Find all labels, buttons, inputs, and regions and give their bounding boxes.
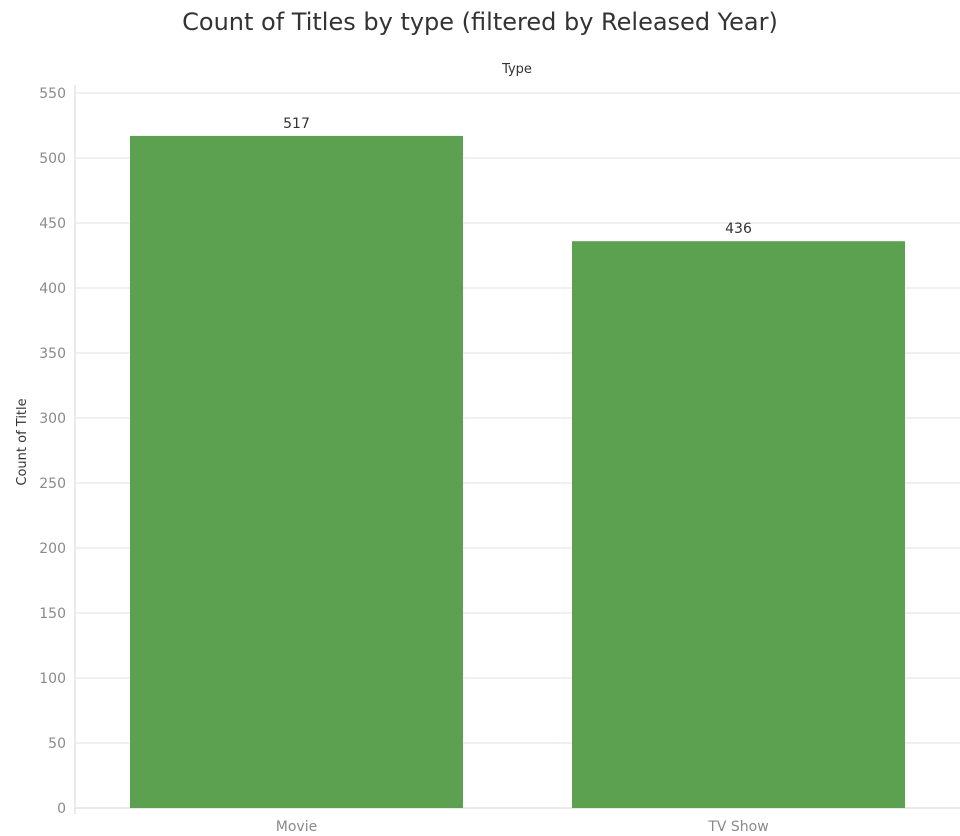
bar-movie — [130, 135, 463, 808]
y-tick-label: 200 — [39, 541, 66, 557]
column-header-label: Type — [501, 62, 532, 77]
y-tick-label: 250 — [39, 476, 66, 492]
y-tick-label: 150 — [39, 606, 66, 622]
x-axis-categories: Movie TV Show — [276, 819, 769, 835]
y-tick-label: 450 — [39, 216, 66, 232]
data-label: 436 — [725, 221, 752, 237]
data-labels: 517 436 — [283, 116, 752, 237]
x-category-label: TV Show — [707, 819, 768, 835]
y-tick-label: 100 — [39, 671, 66, 687]
x-category-label: Movie — [276, 819, 317, 835]
y-tick-label: 400 — [39, 281, 66, 297]
y-tick-label: 550 — [39, 86, 66, 102]
y-axis-ticks: 0 50 100 150 200 250 300 350 400 450 500 550 — [39, 86, 66, 817]
chart-title: Count of Titles by type (filtered by Rel… — [182, 8, 778, 36]
y-tick-label: 0 — [57, 801, 66, 817]
y-tick-label: 500 — [39, 151, 66, 167]
y-axis-title: Count of Title — [15, 398, 30, 485]
y-tick-label: 300 — [39, 411, 66, 427]
data-label: 517 — [283, 116, 310, 132]
bar-tv-show — [572, 241, 905, 808]
bars — [130, 135, 905, 808]
y-tick-label: 350 — [39, 346, 66, 362]
y-tick-label: 50 — [48, 736, 66, 752]
